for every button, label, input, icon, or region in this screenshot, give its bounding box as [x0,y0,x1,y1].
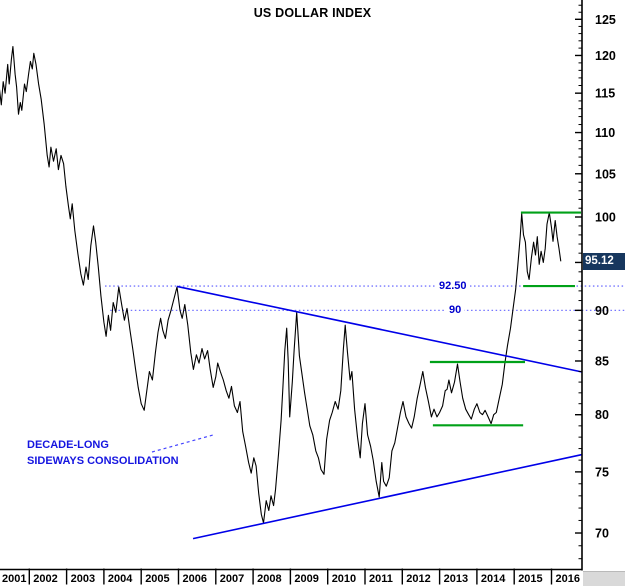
y-axis-label: 85 [595,354,609,368]
note-leader-line [151,434,214,453]
x-axis-year-label: 2011 [369,573,393,585]
last-price-callout: 95.12 [583,252,625,270]
y-axis-label: 90 [595,304,609,318]
x-axis-year-label: 2008 [257,573,281,585]
descending-resistance-trendline [176,285,583,373]
consolidation-note-line2: SIDEWAYS CONSOLIDATION [27,455,179,467]
x-axis-year-label: 2016 [556,573,580,585]
ascending-support-trendline [192,453,583,540]
x-axis-year-label: 2006 [183,573,207,585]
y-axis-label: 70 [595,527,609,541]
x-axis-year-label: 2012 [406,573,430,585]
level-label-90: 90 [446,304,465,317]
y-axis-label: 110 [595,126,615,140]
x-axis-year-label: 2015 [518,573,542,585]
x-axis-year-label: 2007 [220,573,244,585]
x-axis-year-label: 2002 [33,573,57,585]
x-axis-year-label: 2004 [108,573,133,585]
y-axis-label: 120 [595,49,616,63]
y-axis-label: 80 [595,408,609,422]
x-axis-year-label: 2014 [481,573,506,585]
x-axis-year-label: 2001 [2,573,26,585]
price-line [0,46,562,524]
axis-corner-block [583,571,625,586]
chart-title: US DOLLAR INDEX [253,6,372,20]
y-axis-label: 105 [595,167,616,181]
y-axis-label: 125 [595,13,616,27]
x-axis-year-label: 2003 [71,573,95,585]
y-axis-label: 75 [595,465,609,479]
y-axis-label: 100 [595,211,616,225]
x-axis-year-label: 2010 [332,573,356,585]
consolidation-note-line1: DECADE-LONG [27,439,109,451]
x-axis-year-label: 2005 [145,573,169,585]
y-axis-label: 115 [595,87,615,101]
x-axis-year-label: 2013 [444,573,468,585]
level-label-92-50: 92.50 [436,280,470,293]
x-axis-year-label: 2009 [294,573,318,585]
